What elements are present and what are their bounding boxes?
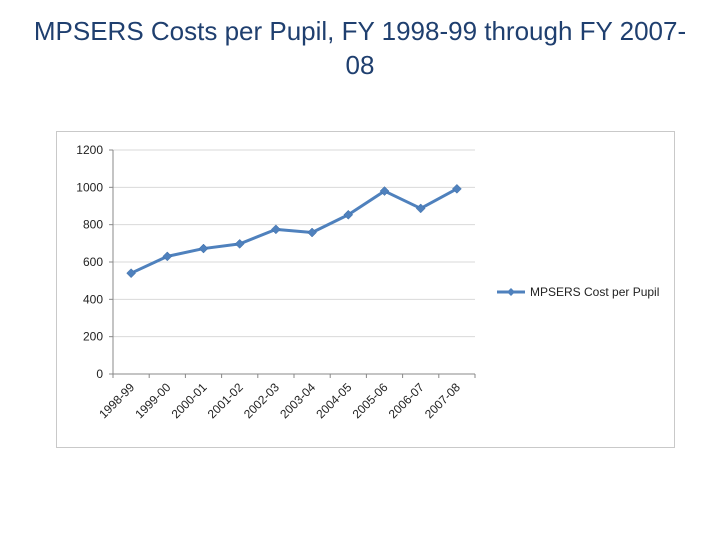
data-point — [415, 203, 426, 214]
slide-title: MPSERS Costs per Pupil, FY 1998-99 throu… — [33, 16, 687, 80]
data-point — [234, 239, 245, 249]
x-tick-label: 2000-01 — [169, 380, 210, 421]
data-point — [379, 186, 390, 196]
data-point — [198, 243, 209, 254]
series-line — [130, 187, 458, 275]
x-tick-label: 2002-03 — [241, 380, 282, 421]
line-chart: 0 200 400 600 800 1000 1200 1998-991999-002000-… — [76, 143, 659, 421]
y-tick-label: 800 — [83, 218, 103, 232]
data-point — [343, 209, 354, 220]
x-tick-label: 2004-05 — [313, 380, 354, 421]
y-tick-label: 0 — [96, 367, 103, 381]
data-point — [307, 227, 317, 238]
x-tick-label: 1998-99 — [96, 380, 137, 421]
legend-swatch-marker — [507, 288, 515, 296]
x-tick-label: 1999-00 — [132, 380, 173, 421]
y-tick-label: 600 — [83, 255, 103, 269]
x-tick-label: 2005-06 — [350, 380, 391, 421]
legend-label: MPSERS Cost per Pupil — [530, 285, 659, 299]
x-tick-label: 2001-02 — [205, 380, 246, 421]
y-tick-label: 400 — [83, 292, 103, 306]
y-tick-label: 1000 — [76, 180, 103, 194]
x-tick-label: 2007-08 — [422, 380, 463, 421]
data-point — [162, 251, 173, 262]
data-point — [452, 183, 462, 194]
chart-frame: 0 200 400 600 800 1000 1200 1998-99 1999-00 2000-… — [56, 131, 675, 448]
x-tick-label: 2003-04 — [277, 380, 318, 421]
y-tick-label: 1200 — [76, 143, 103, 157]
x-tick-label: 2006-07 — [386, 380, 427, 421]
data-point — [271, 224, 281, 235]
data-point — [126, 268, 136, 279]
y-tick-label: 200 — [83, 330, 103, 344]
